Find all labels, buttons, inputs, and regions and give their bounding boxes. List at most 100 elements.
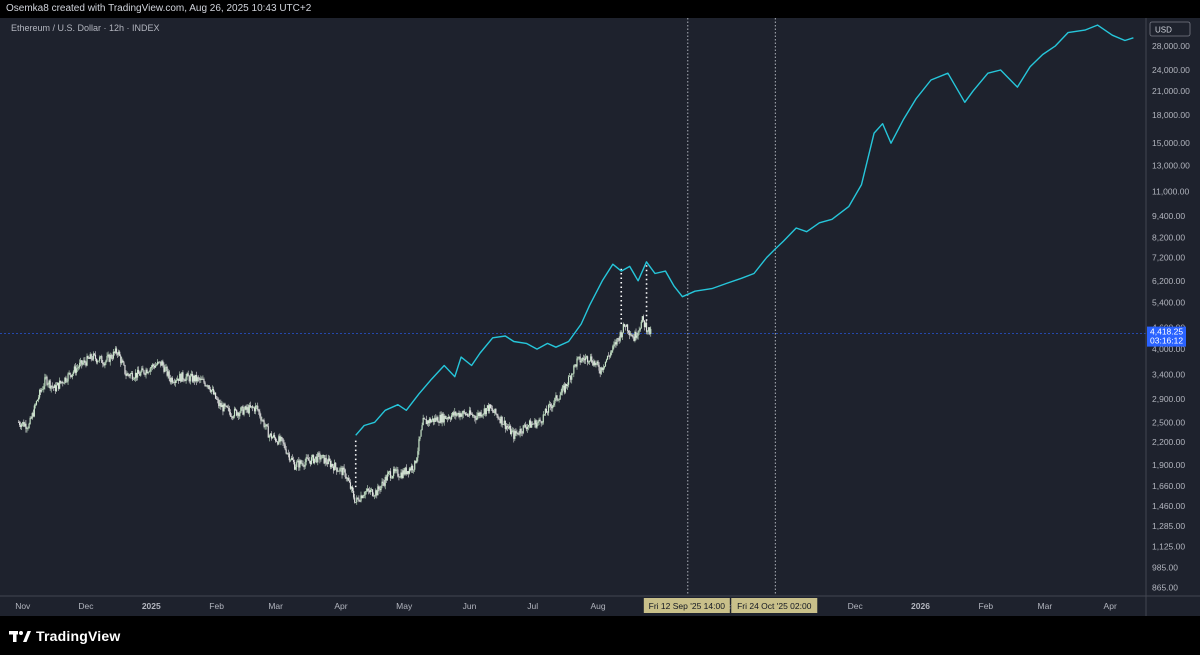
candle-body — [423, 418, 425, 419]
candle-body — [298, 460, 300, 468]
candle-body — [338, 471, 340, 472]
candle-body — [353, 490, 355, 498]
candle-body — [543, 414, 545, 415]
candle-body — [114, 348, 117, 353]
x-tick-label: 2025 — [142, 601, 161, 611]
candle-body — [610, 352, 612, 357]
chart-area[interactable]: USD 28,000.00 24,000.00 21,000.00 18,000.00 1… — [0, 18, 1200, 616]
candle-body — [599, 370, 601, 374]
candle-body — [334, 462, 336, 471]
candle-body — [598, 365, 600, 371]
candle-body — [639, 328, 641, 331]
candle-body — [615, 342, 617, 345]
candle-body — [414, 460, 416, 470]
candle-body — [584, 357, 587, 361]
candle-body — [489, 404, 492, 409]
candle-body — [454, 411, 456, 416]
candle-body — [280, 437, 282, 442]
candle-body — [583, 359, 585, 361]
candle-body — [418, 439, 420, 452]
candle-body — [147, 372, 149, 374]
symbol-legend[interactable]: Ethereum / U.S. Dollar · 12h · INDEX — [11, 23, 160, 33]
candle-body — [194, 374, 197, 382]
candle-body — [356, 497, 358, 503]
candle-body — [45, 376, 47, 378]
candle-body — [402, 470, 404, 479]
candle-body — [594, 361, 596, 365]
candle-body — [425, 419, 427, 425]
candle-body — [377, 486, 379, 496]
candle-body — [237, 412, 239, 416]
candle-body — [49, 380, 51, 389]
candle-body — [144, 373, 146, 375]
price-chart[interactable]: USD 28,000.00 24,000.00 21,000.00 18,000.00 1… — [0, 18, 1200, 616]
y-tick-label: 24,000.00 — [1152, 65, 1190, 75]
last-price-value: 4,418.25 — [1150, 327, 1183, 337]
candle-body — [642, 316, 644, 321]
candle-body — [399, 477, 401, 478]
candle-body — [493, 411, 495, 413]
candle-body — [158, 361, 160, 363]
candle-body — [428, 418, 431, 424]
candle-body — [257, 405, 259, 410]
candle-body — [366, 488, 368, 492]
candle-body — [437, 417, 439, 423]
candle-body — [344, 469, 346, 477]
candle-body — [412, 465, 414, 471]
candle-body — [319, 453, 321, 460]
candle-body — [514, 431, 516, 439]
candle-body — [434, 417, 436, 422]
candle-body — [174, 380, 177, 384]
candle-body — [192, 375, 195, 382]
x-tick-label: May — [396, 601, 413, 611]
currency-badge — [1149, 21, 1191, 37]
candle-body — [22, 422, 24, 425]
candle-body — [343, 467, 345, 470]
candle-body — [600, 367, 602, 374]
candle-body — [82, 362, 84, 365]
tradingview-brand[interactable]: TradingView — [36, 627, 121, 644]
candle-body — [260, 416, 262, 421]
candle-body — [196, 374, 198, 382]
candle-body — [523, 424, 525, 426]
footer: TradingView — [0, 616, 1200, 655]
candle-body — [569, 376, 571, 377]
y-tick-label: 18,000.00 — [1152, 110, 1190, 120]
candle-body — [413, 469, 415, 471]
candle-body — [359, 501, 361, 502]
candle-body — [255, 405, 257, 412]
candle-body — [251, 406, 254, 408]
candle-body — [504, 420, 506, 429]
candle-body — [582, 358, 584, 360]
candle-body — [471, 414, 473, 415]
candle-body — [124, 364, 126, 374]
candle-body — [424, 418, 426, 420]
candle-body — [179, 373, 181, 381]
candle-body — [351, 486, 354, 491]
candle-body — [511, 430, 513, 435]
candle-body — [492, 408, 494, 412]
candle-body — [90, 354, 92, 359]
candle-body — [245, 406, 247, 410]
candle-body — [468, 410, 471, 416]
candle-body — [110, 354, 112, 359]
candle-body — [173, 382, 176, 384]
candle-body — [419, 436, 421, 440]
candle-body — [243, 409, 245, 415]
candle-body — [26, 428, 28, 430]
candle-body — [447, 417, 450, 419]
candle-body — [262, 419, 264, 421]
candle-body — [461, 414, 463, 417]
candle-body — [483, 408, 485, 414]
candle-body — [311, 455, 314, 458]
candle-body — [48, 380, 50, 385]
candle-body — [316, 456, 318, 463]
candle-body — [491, 408, 493, 409]
candle-body — [189, 375, 191, 382]
candle-body — [277, 441, 279, 445]
candle-body — [263, 420, 265, 427]
candle-body — [231, 416, 234, 418]
price-axis-bg — [1146, 18, 1200, 616]
candle-body — [330, 463, 333, 468]
candle-body — [203, 379, 205, 383]
